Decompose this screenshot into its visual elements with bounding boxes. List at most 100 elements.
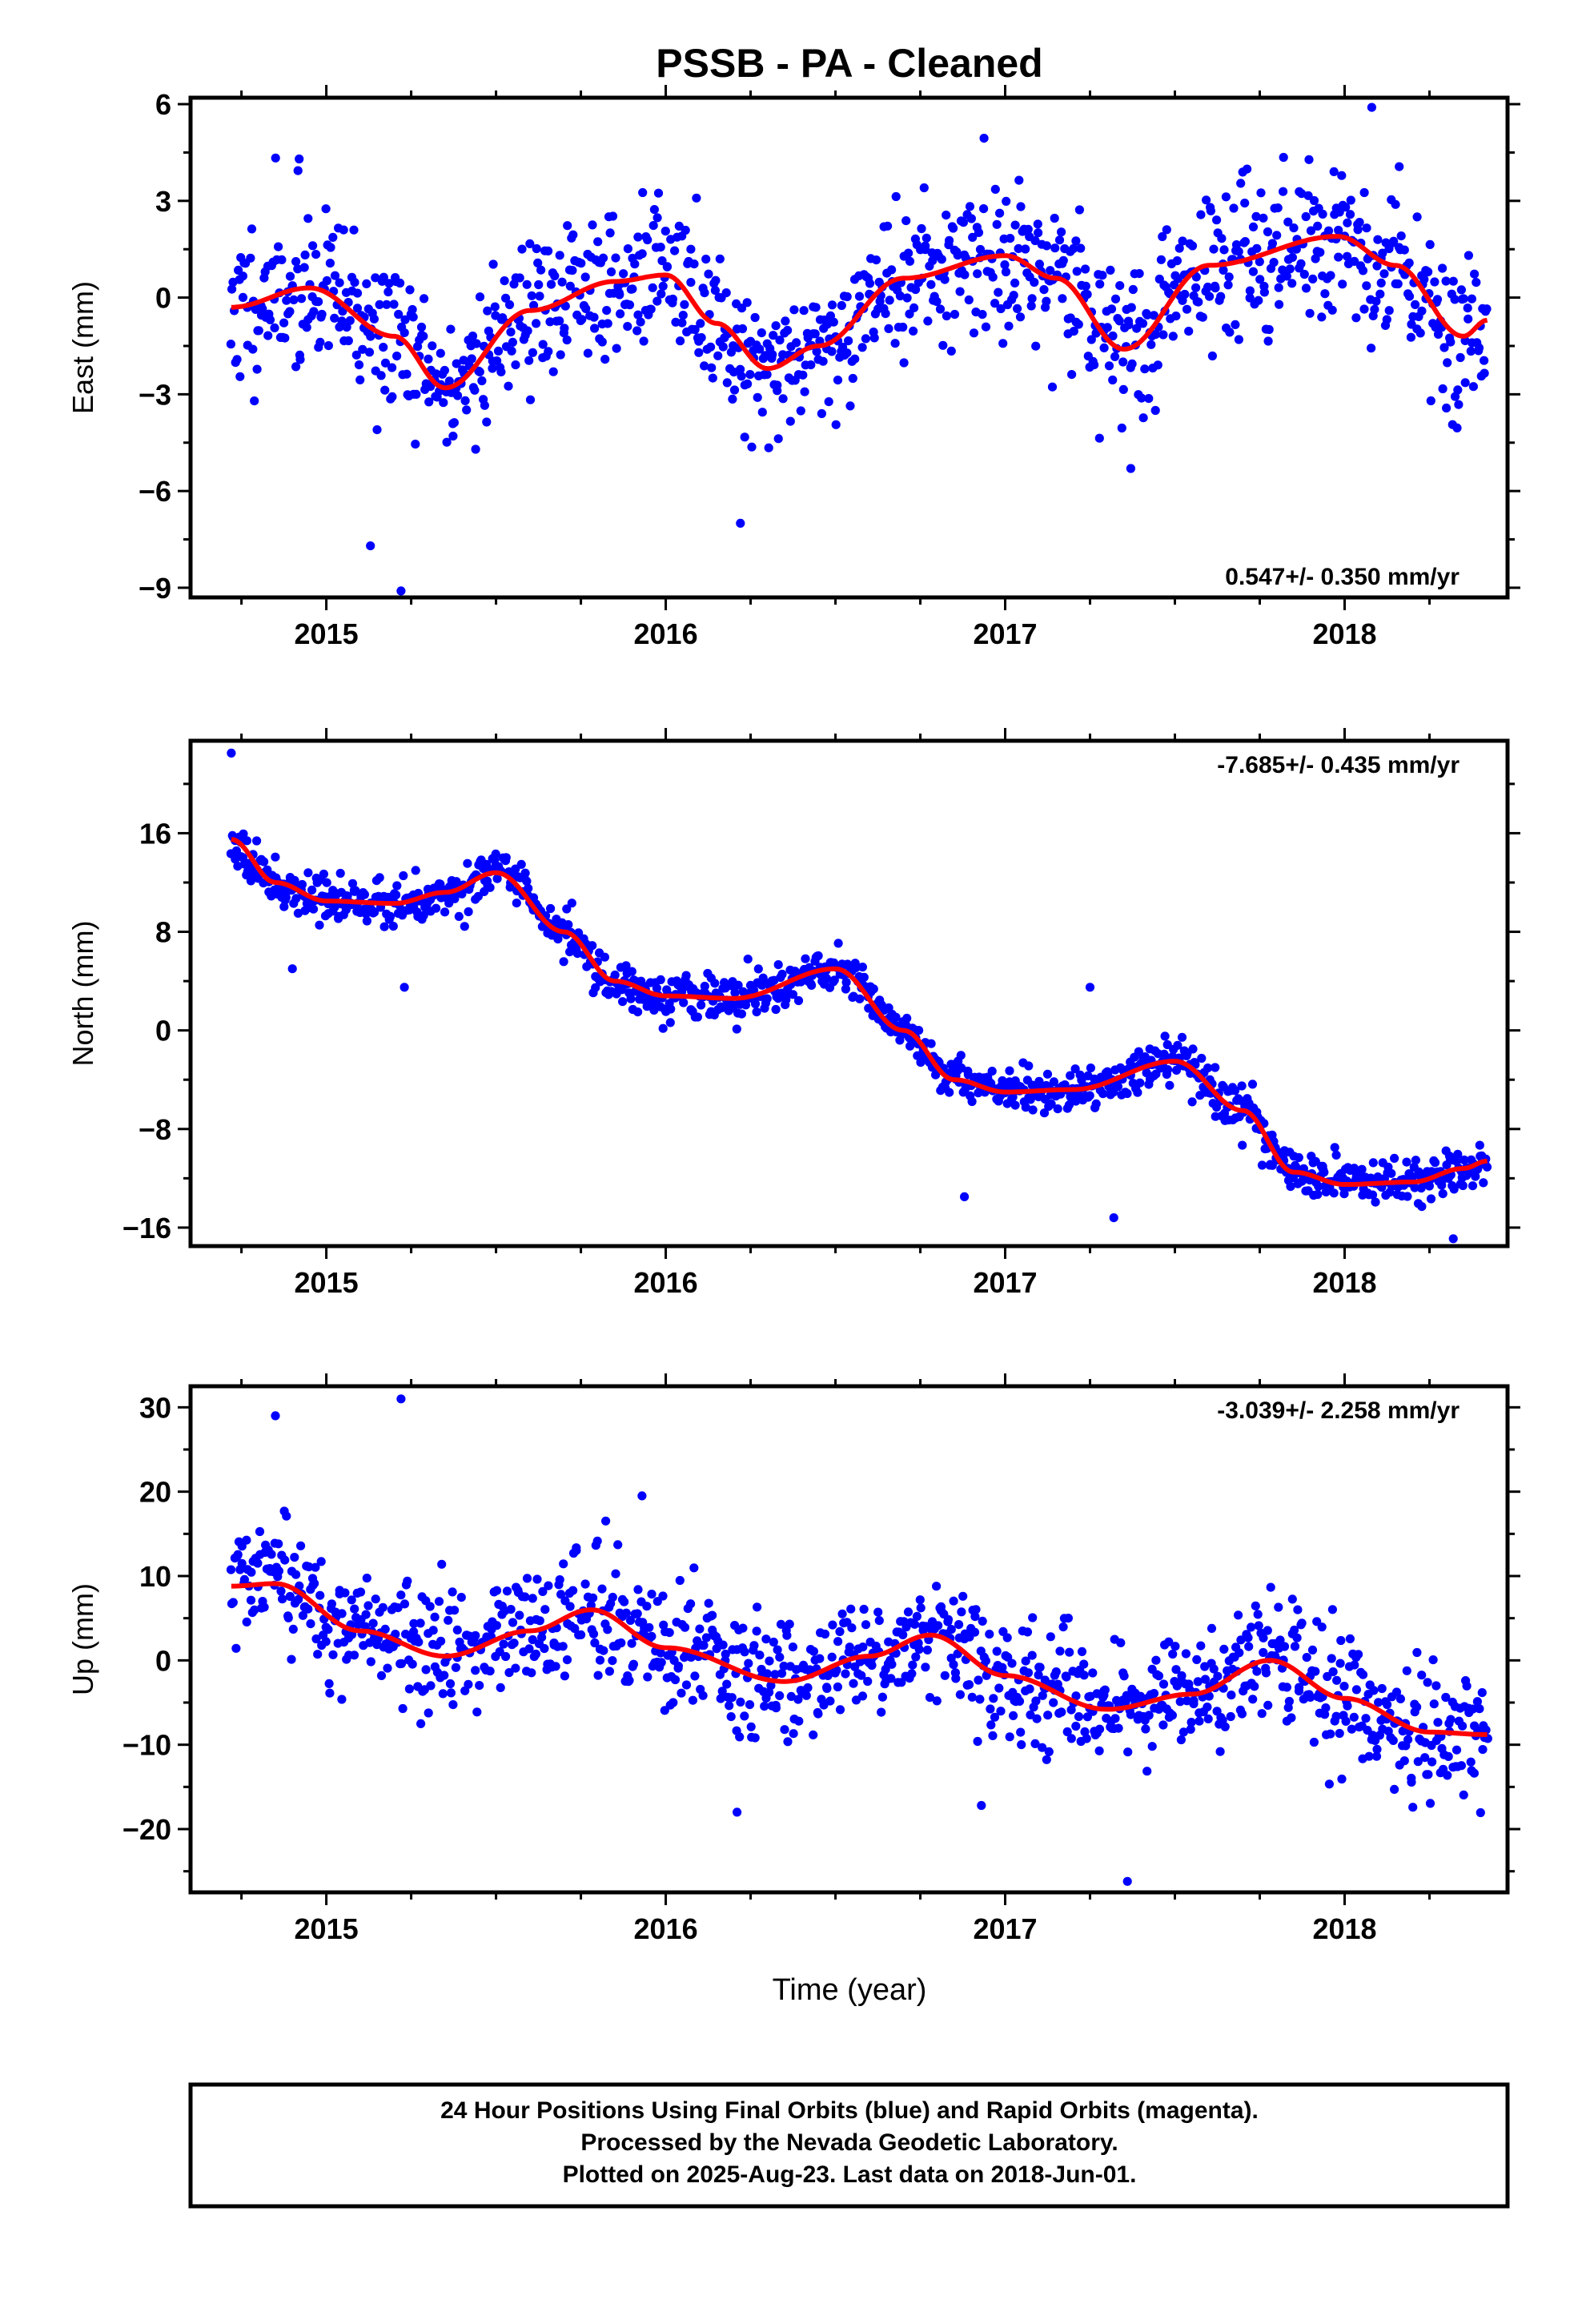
up-point (1196, 1641, 1206, 1651)
east-xtick-label: 2016 (634, 617, 698, 650)
up-point (1119, 1671, 1129, 1681)
up-point (416, 1719, 426, 1728)
up-point (1176, 1735, 1186, 1745)
east-point (446, 324, 456, 334)
up-point (400, 1599, 410, 1609)
east-point (608, 211, 618, 221)
east-point (1207, 351, 1217, 361)
north-point (730, 988, 740, 998)
east-point (1291, 244, 1301, 254)
east-point (697, 333, 706, 343)
east-point (769, 331, 778, 340)
up-point (1284, 1696, 1294, 1707)
up-point (452, 1625, 462, 1634)
up-point (1293, 1605, 1303, 1614)
east-point (1245, 293, 1255, 303)
east-point (258, 304, 267, 314)
up-point (1200, 1662, 1210, 1671)
up-point (1462, 1681, 1472, 1691)
north-point (330, 902, 339, 911)
up-point (801, 1691, 811, 1700)
north-point (1468, 1181, 1478, 1191)
east-point (1404, 292, 1415, 301)
east-point (1010, 220, 1020, 230)
up-point (1151, 1655, 1161, 1665)
up-point (789, 1729, 798, 1739)
up-point (437, 1559, 447, 1569)
up-point (688, 1695, 698, 1705)
footer-line-2: Processed by the Nevada Geodetic Laborat… (580, 2129, 1118, 2156)
east-point (1001, 267, 1011, 277)
east-point (285, 271, 295, 281)
up-point (765, 1656, 774, 1666)
up-point (1413, 1757, 1423, 1767)
north-point (297, 879, 307, 890)
panel-east: 2015 2016 2017 2018 −9 −6 −3 0 3 6 East (mm) 0.547+… (66, 85, 1520, 650)
up-point (1345, 1634, 1355, 1643)
up-point (1407, 1777, 1416, 1787)
east-point (1108, 331, 1118, 341)
up-point (283, 1613, 293, 1622)
up-point (1209, 1664, 1219, 1674)
north-point (618, 997, 628, 1007)
east-point (953, 251, 962, 260)
east-point (527, 291, 536, 300)
up-point (642, 1602, 652, 1611)
up-point (1441, 1692, 1451, 1703)
east-point (1432, 295, 1443, 304)
east-point (488, 259, 498, 269)
east-point (1393, 279, 1403, 289)
east-point (1248, 222, 1259, 231)
east-point (533, 258, 543, 267)
up-point (576, 1630, 586, 1639)
east-point (694, 348, 704, 357)
north-point (1482, 1162, 1492, 1172)
east-ytick-label: −6 (139, 475, 171, 508)
up-point (753, 1602, 762, 1612)
east-point (560, 301, 570, 311)
east-point (1191, 283, 1201, 292)
north-point (491, 849, 500, 858)
up-point (940, 1671, 950, 1680)
footer-line-3: Plotted on 2025-Aug-23. Last data on 201… (563, 2161, 1137, 2188)
up-point (809, 1647, 819, 1656)
north-point (463, 858, 472, 868)
east-point (580, 272, 590, 282)
north-point (851, 963, 861, 973)
up-point (603, 1625, 612, 1634)
up-point (520, 1592, 530, 1602)
up-point (502, 1586, 512, 1596)
east-point (700, 361, 709, 371)
east-point (460, 396, 470, 405)
east-point (583, 348, 593, 358)
up-point (315, 1590, 325, 1600)
up-point (949, 1660, 958, 1670)
east-point (227, 284, 237, 294)
up-point (592, 1536, 602, 1546)
up-point (1354, 1650, 1363, 1659)
east-point (799, 306, 809, 316)
up-point (1290, 1642, 1300, 1651)
up-point (633, 1585, 643, 1594)
east-point (678, 311, 688, 320)
east-point (232, 355, 242, 364)
east-point (1346, 195, 1355, 205)
east-point (1058, 255, 1068, 265)
up-point (1149, 1689, 1159, 1699)
north-point (1390, 1153, 1399, 1163)
up-point (1057, 1707, 1066, 1717)
east-point (1071, 236, 1081, 246)
up-point (1311, 1667, 1320, 1676)
east-point (238, 271, 247, 281)
east-point (909, 326, 918, 336)
east-point (581, 304, 591, 313)
east-point (351, 350, 361, 360)
east-point (263, 331, 273, 340)
north-point (259, 857, 269, 866)
up-point (977, 1800, 986, 1811)
east-point (1362, 223, 1371, 233)
east-point (321, 204, 331, 214)
up-point (1358, 1670, 1368, 1679)
up-point (426, 1681, 436, 1691)
east-point (1439, 343, 1449, 352)
